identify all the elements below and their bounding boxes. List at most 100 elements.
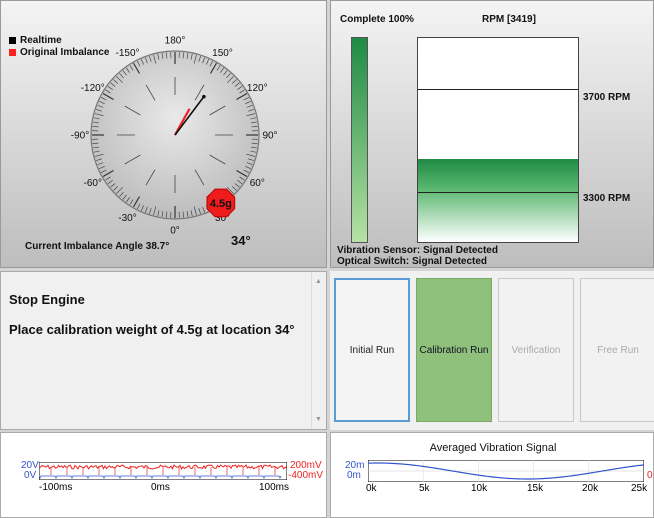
- dial-tick: [140, 205, 144, 211]
- sig1-left-bottom: 0V: [24, 470, 37, 481]
- dial-degree-label: -120°: [81, 83, 105, 94]
- dial-tick: [102, 92, 114, 101]
- sig2-right-edge: 0: [647, 470, 653, 481]
- dial-tick: [116, 187, 123, 194]
- dial-tick: [99, 100, 105, 104]
- instruction-line1: Stop Engine: [9, 292, 85, 307]
- rpm-upper-line: [418, 89, 578, 90]
- sig2-trace: [368, 462, 644, 480]
- dial-degree-label: 0°: [170, 226, 180, 237]
- dial-tick: [93, 117, 100, 120]
- dial-tick: [113, 79, 118, 84]
- dial-spoke: [194, 169, 205, 186]
- dial-tick: [234, 183, 240, 188]
- dial-tick: [107, 85, 113, 90]
- dial-tick: [140, 59, 144, 65]
- dial-tick: [246, 104, 253, 108]
- dial-tick: [246, 153, 256, 157]
- dial-degree-label: -150°: [115, 48, 139, 59]
- scroll-up-arrow[interactable]: ▲: [315, 278, 322, 285]
- dial-spoke: [209, 105, 226, 116]
- sig1-red-trace: [39, 464, 287, 471]
- dial-tick: [129, 65, 134, 71]
- dial-tick: [95, 109, 102, 112]
- current-angle-text: Current Imbalance Angle 38.7°: [25, 241, 170, 252]
- dial-tick: [246, 113, 256, 117]
- dial-tick: [251, 142, 258, 144]
- sig1-right-top: 200mV: [290, 460, 322, 471]
- dial-tick: [166, 52, 168, 59]
- rpm-title: RPM [3419]: [482, 14, 536, 25]
- dial-tick: [161, 52, 164, 59]
- sig1-xtick-1: 0ms: [151, 482, 170, 493]
- dial-tick: [190, 210, 193, 217]
- dial-tick: [216, 65, 221, 71]
- dial-tick: [100, 97, 107, 101]
- weight-badge-label: 4.5g: [210, 198, 232, 210]
- dial-tick: [129, 199, 134, 205]
- dial-degree-label: 150°: [212, 48, 233, 59]
- dial-tick: [206, 59, 210, 65]
- dial-tick: [223, 70, 228, 76]
- dial-tick: [232, 186, 237, 191]
- dial-degree-label: -30°: [118, 213, 136, 224]
- dial-tick: [161, 211, 164, 218]
- rpm-panel: Complete 100% RPM [3419] 3700 RPM 3300 R…: [330, 0, 654, 268]
- dial-tick: [186, 52, 189, 59]
- dial-tick: [144, 57, 148, 64]
- dial-tick: [102, 169, 114, 178]
- legend-original: Original Imbalance: [9, 47, 109, 58]
- dial-tick: [243, 97, 250, 101]
- sig1-left-top: 20V: [21, 460, 39, 471]
- sig2-title: Averaged Vibration Signal: [429, 442, 557, 454]
- original-swatch: [9, 49, 16, 56]
- raw-signal-plot: [39, 462, 287, 480]
- dial-tick: [94, 153, 104, 157]
- dial-degree-label: -90°: [71, 131, 89, 142]
- dial-tick: [209, 62, 218, 74]
- scroll-down-arrow[interactable]: ▼: [315, 416, 322, 423]
- dial-tick: [251, 126, 258, 128]
- dial-tick: [226, 73, 231, 78]
- initial-run-button[interactable]: Initial Run: [334, 278, 410, 422]
- dial-tick: [113, 186, 118, 191]
- dial-tick: [95, 158, 102, 161]
- sig1-right-bottom: -400mV: [288, 470, 324, 481]
- dial-tick: [232, 79, 237, 84]
- dial-tick: [153, 54, 157, 64]
- imbalance-dial: 180° 150° 120° 90° 60° 30° 0° -30° -60° -90° -120°…: [71, 36, 278, 237]
- dial-tick: [236, 92, 248, 101]
- dial-tick: [110, 82, 116, 87]
- dial-tick: [251, 146, 258, 149]
- rpm-bar: [417, 37, 579, 243]
- dial-tick: [110, 183, 116, 188]
- dial-tick: [137, 60, 141, 67]
- dial-tick: [92, 142, 99, 144]
- dial-tick: [248, 109, 255, 112]
- dial-spoke: [124, 105, 141, 116]
- dial-tick: [237, 180, 243, 185]
- verification-button[interactable]: Verification: [498, 278, 574, 422]
- dial-tick: [157, 210, 160, 217]
- realtime-needle: [174, 96, 205, 136]
- legend-realtime: Realtime: [9, 35, 62, 46]
- sig1-xtick-2: 100ms: [259, 482, 290, 493]
- realtime-swatch: [9, 37, 16, 44]
- dial-spoke: [209, 154, 226, 165]
- dial-tick: [251, 121, 258, 124]
- calibration-run-button[interactable]: Calibration Run: [416, 278, 492, 422]
- instructions-scrollbar[interactable]: ▲ ▼: [311, 272, 326, 429]
- rpm-fill: [418, 159, 578, 242]
- dial-tick: [119, 73, 124, 78]
- dial-tick: [248, 158, 255, 161]
- sig2-xtick-3: 15k: [527, 483, 544, 494]
- dial-tick: [144, 206, 148, 213]
- free-run-button[interactable]: Free Run: [580, 278, 654, 422]
- dial-tick: [132, 62, 141, 74]
- dial-tick: [182, 52, 184, 59]
- dial-tick: [250, 150, 257, 153]
- dial-tick: [137, 203, 141, 210]
- dial-tick: [116, 76, 123, 83]
- dial-tick: [246, 162, 253, 166]
- sig2-xtick-0: 0k: [366, 483, 377, 494]
